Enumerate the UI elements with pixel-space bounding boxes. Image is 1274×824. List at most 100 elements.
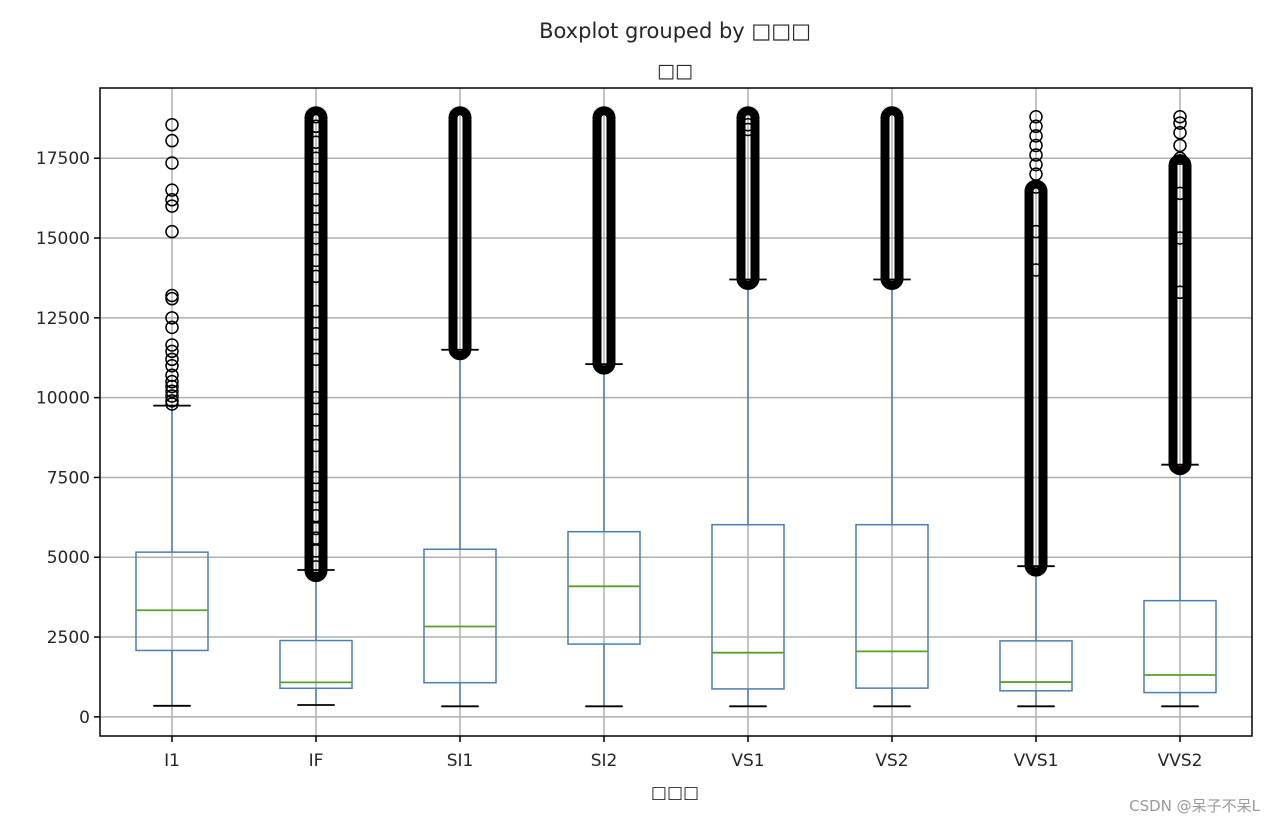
outlier-point <box>1029 119 1043 134</box>
box-group-si2 <box>567 106 641 708</box>
outlier-point <box>165 394 179 408</box>
outlier-band <box>448 106 472 361</box>
x-tick-label: SI2 <box>591 751 618 771</box>
outlier-point <box>309 170 323 185</box>
chart-title: Boxplot grouped by □□□ <box>539 19 811 43</box>
outlier-band <box>1168 154 1192 476</box>
box-iqr <box>999 640 1073 692</box>
outlier-point <box>1029 148 1043 162</box>
box-iqr <box>279 639 353 690</box>
outlier-band <box>880 106 904 291</box>
outlier-point <box>1029 129 1043 143</box>
box-group-vs2 <box>855 106 929 708</box>
outlier-band <box>592 106 616 375</box>
outlier-point <box>741 117 755 132</box>
outlier-point <box>1173 231 1187 245</box>
outlier-point <box>309 135 323 150</box>
x-tick-label: IF <box>309 751 324 771</box>
outlier-point <box>1173 285 1187 300</box>
outlier-point <box>165 199 179 213</box>
outlier-point <box>165 368 179 383</box>
outlier-point <box>309 521 323 536</box>
box-group-vvs1 <box>999 109 1073 708</box>
outlier-point <box>165 389 179 403</box>
axes: 0 2500 5000 7500 10000 12500 15000 17500 I1 IF SI1… <box>36 87 1253 771</box>
box-plots <box>135 106 1217 708</box>
chart-subtitle: □□ <box>657 60 693 82</box>
y-tick-label: 5000 <box>47 548 90 568</box>
outlier-point <box>309 390 323 405</box>
outlier-point <box>309 531 323 545</box>
y-tick-label: 15000 <box>36 229 90 249</box>
outlier-point <box>165 384 179 399</box>
outlier-point <box>309 560 323 574</box>
y-tick-label: 0 <box>79 708 90 728</box>
box-iqr <box>135 551 209 652</box>
x-tick-label: SI1 <box>447 751 474 771</box>
x-tick-label: VVS1 <box>1014 751 1059 771</box>
outlier-point <box>165 352 179 367</box>
box-iqr <box>1143 599 1217 694</box>
outlier-point <box>1173 138 1187 153</box>
outlier-point <box>309 304 323 319</box>
plot-frame <box>99 87 1253 737</box>
outlier-point <box>1029 180 1043 194</box>
outlier-point <box>1173 151 1187 165</box>
x-tick-label: VS2 <box>875 751 908 771</box>
outlier-point <box>165 183 179 197</box>
y-tick-label: 12500 <box>36 309 90 329</box>
outlier-point <box>309 327 323 341</box>
y-tick-label: 7500 <box>47 468 90 488</box>
outlier-point <box>309 470 323 485</box>
box-group-vs1 <box>711 106 785 708</box>
outlier-point <box>309 109 323 124</box>
outlier-point <box>309 508 323 523</box>
box-group-vvs2 <box>1143 109 1217 708</box>
x-tick-label: VVS2 <box>1158 751 1203 771</box>
outlier-point <box>309 231 323 245</box>
outlier-point <box>309 438 323 453</box>
outlier-point <box>165 397 179 411</box>
box-iqr <box>855 523 929 689</box>
outlier-point <box>309 253 323 268</box>
outlier-point <box>1029 138 1043 153</box>
outlier-point <box>165 320 179 335</box>
outlier-point <box>741 122 755 137</box>
outlier-point <box>165 311 179 325</box>
outlier-point <box>1173 116 1187 130</box>
box-iqr <box>711 523 785 690</box>
outlier-point <box>165 379 179 394</box>
outlier-point <box>165 344 179 359</box>
outlier-point <box>309 269 323 284</box>
outlier-point <box>309 413 323 427</box>
outlier-point <box>165 117 179 132</box>
x-axis-label: □□□ <box>651 783 699 803</box>
y-tick-label: 2500 <box>47 628 90 648</box>
outlier-point <box>165 358 179 373</box>
outlier-point <box>165 288 179 303</box>
box-group-si1 <box>423 106 497 708</box>
y-tick-label: 10000 <box>36 389 90 409</box>
outlier-point <box>309 352 323 367</box>
outlier-point <box>165 192 179 207</box>
outlier-point <box>1029 157 1043 172</box>
y-tick-label: 17500 <box>36 149 90 169</box>
outlier-point <box>1029 224 1043 239</box>
box-group-i1 <box>135 117 209 707</box>
outlier-band <box>1024 179 1048 577</box>
outlier-point <box>165 133 179 148</box>
outlier-point <box>165 374 179 389</box>
outlier-point <box>309 212 323 226</box>
grid-lines <box>100 88 1252 736</box>
watermark: CSDN @呆子不呆L <box>1129 797 1260 815</box>
box-group-if <box>279 106 353 706</box>
outlier-point <box>309 489 323 504</box>
outlier-band <box>736 106 760 291</box>
outlier-point <box>309 119 323 134</box>
outlier-point <box>1029 109 1043 124</box>
outlier-point <box>1173 186 1187 201</box>
box-iqr <box>567 530 641 645</box>
box-iqr <box>423 548 497 684</box>
outlier-point <box>165 156 179 170</box>
